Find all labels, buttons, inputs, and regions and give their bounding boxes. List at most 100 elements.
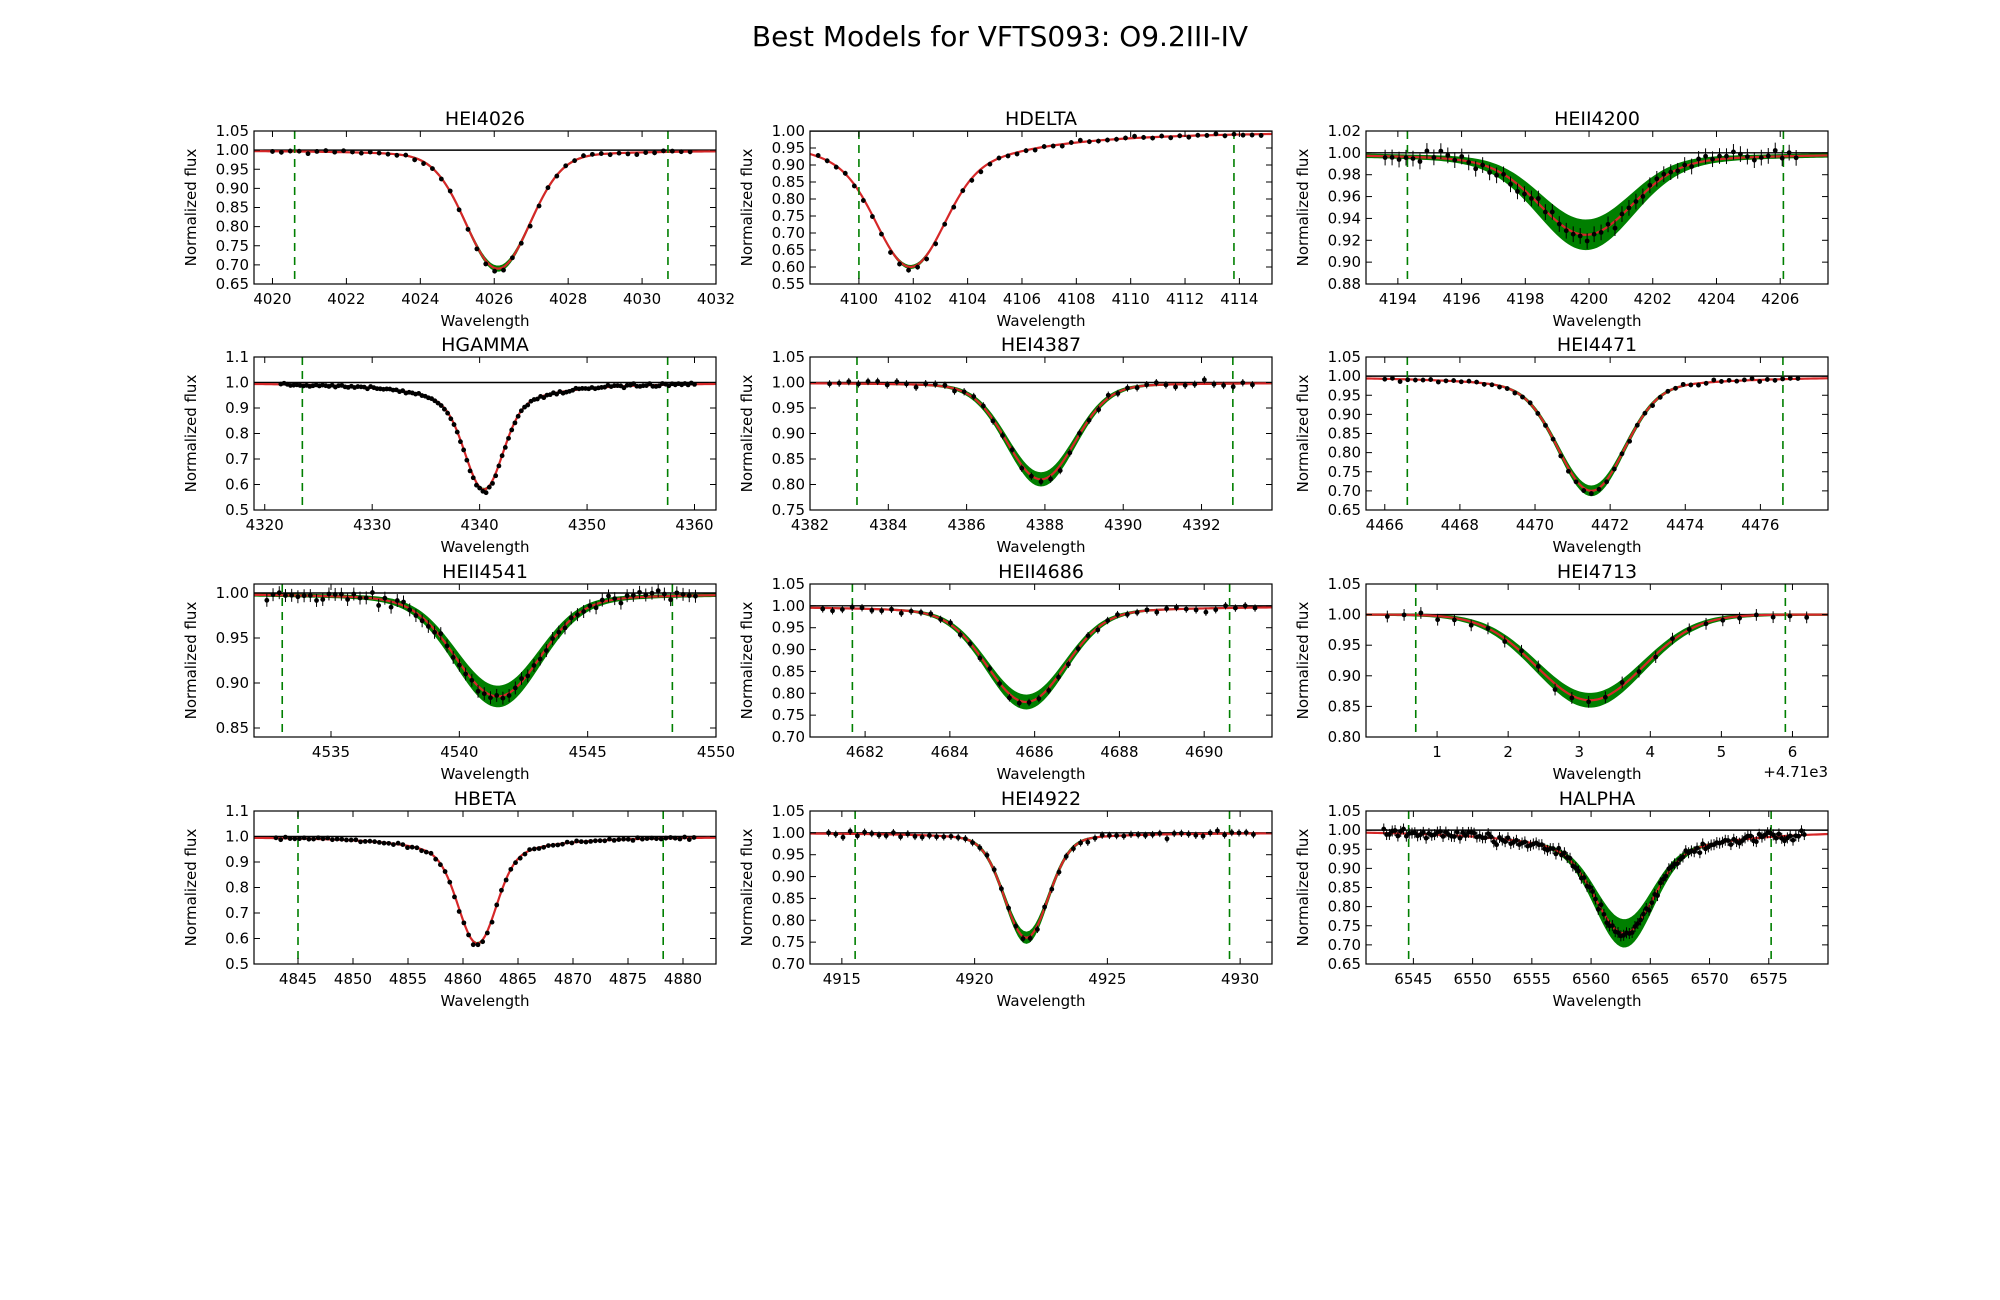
y-tick-label: 0.95 [772, 139, 805, 157]
obs-point [869, 214, 875, 219]
obs-point [1504, 386, 1510, 391]
x-tick-label: 4320 [246, 516, 284, 534]
obs-point [385, 151, 391, 157]
obs-point [1801, 832, 1807, 837]
x-tick-label: 4032 [697, 290, 735, 308]
obs-point [1653, 654, 1659, 660]
obs-point [1014, 151, 1020, 157]
obs-point [1734, 378, 1740, 384]
obs-point [904, 381, 909, 387]
obs-point [1420, 829, 1426, 835]
obs-point [1096, 138, 1101, 144]
obs-point [400, 842, 406, 847]
y-tick-label: 0.85 [216, 199, 249, 217]
y-axis-label: Normalized flux [1294, 602, 1312, 720]
y-tick-label: 1.1 [225, 348, 249, 366]
obs-point [1229, 830, 1235, 835]
obs-point [1696, 156, 1702, 162]
obs-point [403, 152, 409, 158]
obs-point [1725, 838, 1731, 843]
obs-point [1550, 846, 1556, 851]
obs-point [457, 662, 462, 668]
obs-point [1249, 132, 1255, 138]
obs-point [401, 599, 406, 605]
obs-point [1115, 391, 1121, 396]
y-axis-label: Normalized flux [182, 829, 200, 947]
obs-point [1487, 169, 1493, 175]
obs-point [635, 835, 641, 841]
obs-point [661, 148, 666, 154]
x-tick-label: 4108 [1057, 290, 1095, 308]
obs-point [1573, 865, 1579, 870]
obs-point [625, 836, 631, 842]
panel-hgamma: 4320 4330 4340 4350 4360 0.5 0.6 0.7 0.8 0.9 1.0 1.… [182, 334, 717, 556]
y-tick-label: 1.00 [216, 584, 249, 602]
obs-point [654, 836, 659, 842]
obs-point [474, 482, 479, 488]
obs-point [273, 835, 279, 841]
axes-frame [253, 583, 717, 738]
obs-point [1085, 633, 1091, 639]
y-tick-label: 0.90 [1328, 405, 1361, 423]
obs-point [1673, 385, 1678, 391]
obs-point [1494, 172, 1499, 178]
x-tick-label: 4196 [1442, 290, 1480, 308]
best-model-line [810, 132, 1272, 269]
obs-point [329, 837, 335, 843]
obs-point [413, 613, 419, 618]
obs-point [682, 834, 688, 840]
obs-point [693, 593, 698, 599]
obs-point [677, 836, 683, 842]
obs-point [405, 845, 410, 851]
obs-point [962, 836, 968, 842]
obs-point [1550, 436, 1556, 442]
obs-point [644, 836, 650, 841]
obs-point [391, 842, 396, 847]
obs-point [513, 860, 518, 866]
obs-point [1252, 605, 1258, 611]
obs-point [432, 629, 437, 635]
obs-point [469, 677, 475, 683]
obs-point [1726, 377, 1732, 383]
obs-point [672, 835, 678, 841]
best-model-line [254, 836, 716, 945]
obs-point [621, 836, 626, 842]
obs-point [827, 381, 832, 387]
obs-point [1177, 133, 1183, 139]
y-tick-label: 0.75 [772, 706, 805, 724]
best-model-line [1366, 377, 1828, 492]
obs-point [339, 836, 345, 842]
obs-point [492, 268, 498, 274]
obs-point [1451, 834, 1457, 839]
x-tick-label: 6550 [1454, 970, 1492, 988]
x-tick-label: 4870 [554, 970, 592, 988]
y-tick-label: 1.00 [1328, 821, 1361, 839]
obs-point [592, 838, 598, 844]
y-tick-label: 0.6 [225, 930, 249, 948]
obs-point [1569, 695, 1575, 701]
obs-point [1173, 384, 1178, 390]
x-tick-label: 4384 [869, 516, 907, 534]
obs-point [932, 381, 938, 387]
obs-point [287, 836, 293, 842]
y-tick-label: 0.90 [1328, 859, 1361, 877]
obs-point [607, 152, 613, 158]
obs-point [357, 595, 363, 601]
obs-point [515, 413, 521, 419]
obs-point [419, 618, 425, 624]
obs-point [616, 150, 622, 156]
obs-point [977, 845, 983, 851]
obs-point [458, 439, 463, 445]
obs-point [1697, 850, 1703, 856]
panel-title: HDELTA [1005, 108, 1077, 130]
obs-point [1515, 188, 1520, 194]
obs-point [1674, 861, 1680, 867]
x-tick-label: 4466 [1366, 516, 1404, 534]
obs-point [637, 589, 642, 595]
obs-point [1765, 153, 1771, 159]
panel-heii4541: 4535 4540 4545 4550 0.85 0.90 0.95 1.00 HEII4541… [182, 561, 735, 783]
obs-point [1179, 830, 1184, 836]
obs-point [1553, 851, 1559, 857]
obs-point [1458, 379, 1464, 385]
x-axis-label: Wavelength [997, 538, 1086, 556]
